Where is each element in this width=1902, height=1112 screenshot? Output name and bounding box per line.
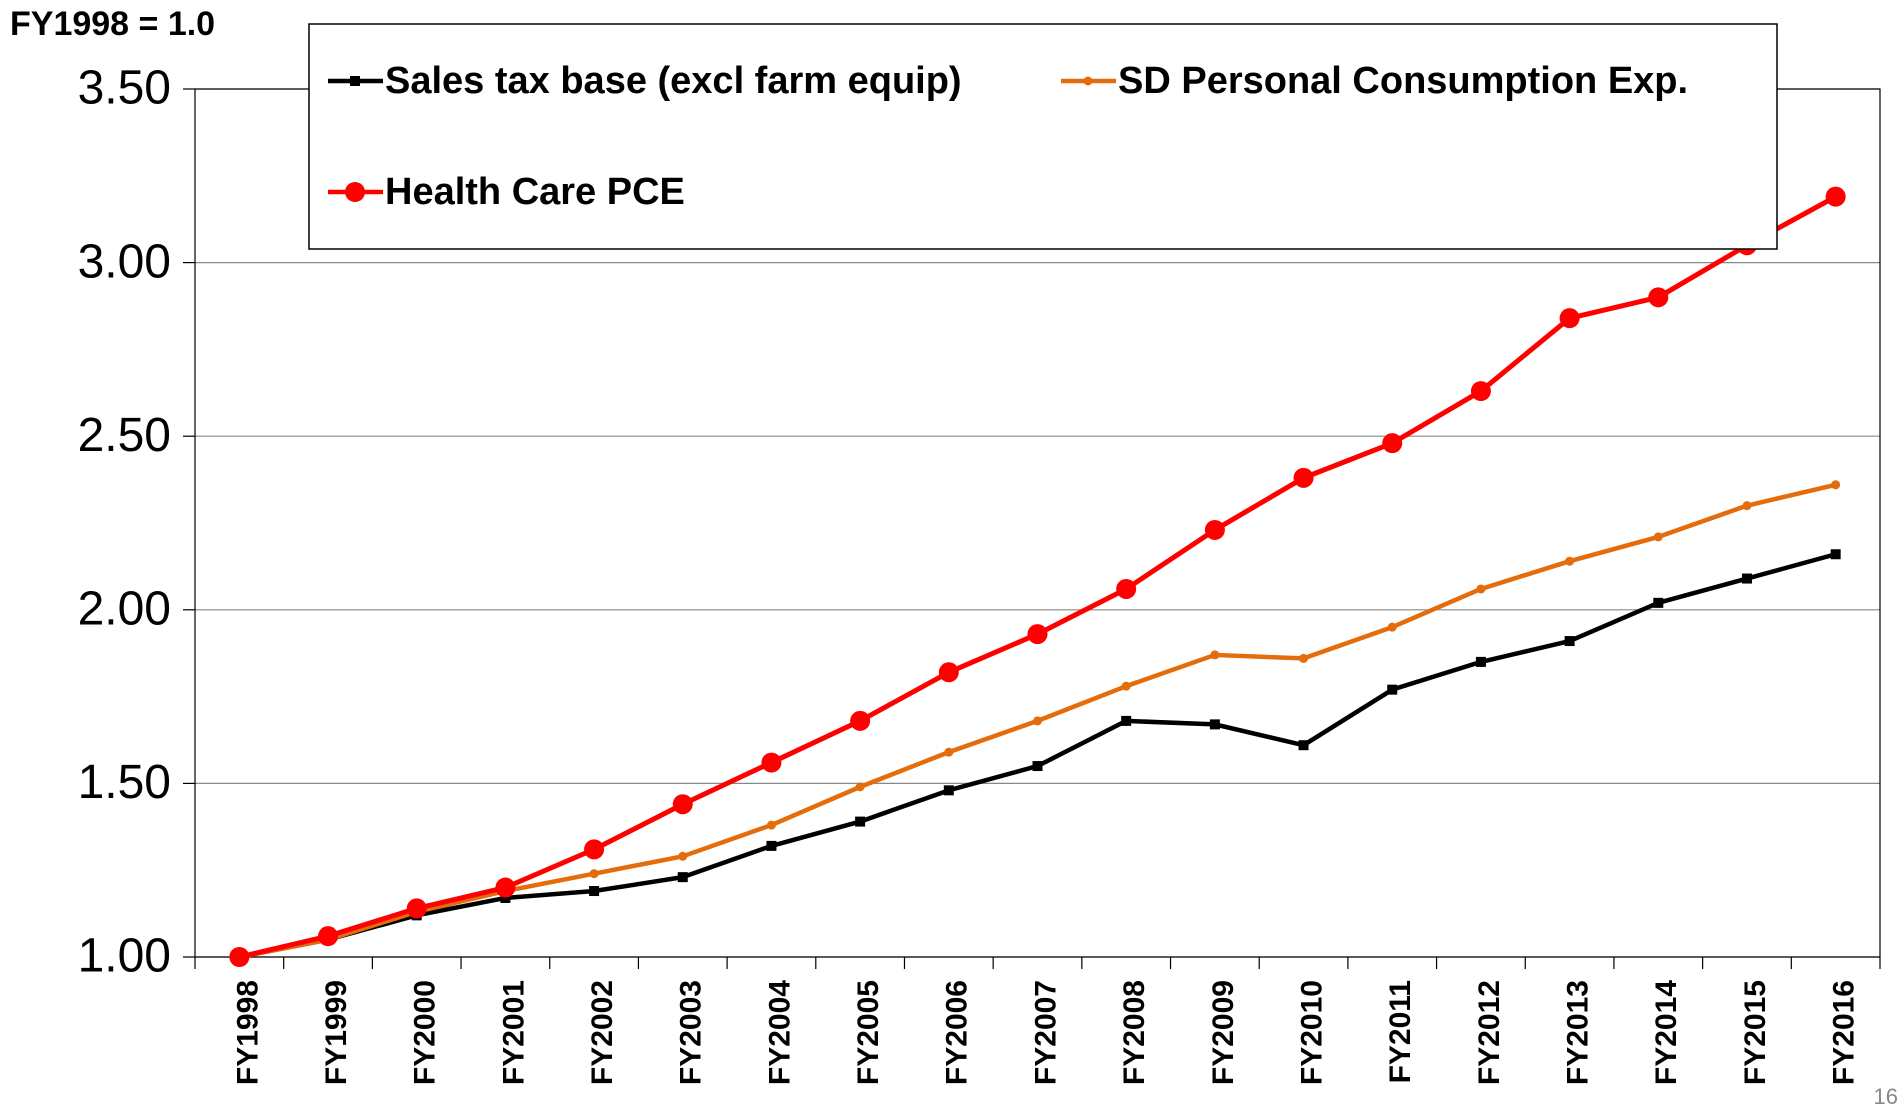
x-tick-label: FY2016 xyxy=(1828,980,1861,1085)
marker xyxy=(350,76,360,86)
marker xyxy=(1299,653,1309,663)
y-axis-label: FY1998 = 1.0 xyxy=(10,5,215,43)
x-tick-label: FY2002 xyxy=(586,980,619,1085)
x-tick-label: FY2001 xyxy=(497,980,530,1085)
x-tick-label: FY2004 xyxy=(763,980,796,1085)
marker xyxy=(584,839,605,860)
marker xyxy=(1382,433,1403,454)
legend-label: SD Personal Consumption Exp. xyxy=(1118,60,1688,102)
marker xyxy=(1831,480,1841,490)
series-line xyxy=(238,194,1837,960)
marker xyxy=(943,785,954,796)
marker xyxy=(1559,308,1580,329)
x-tick-label: FY1998 xyxy=(231,980,264,1085)
marker xyxy=(1742,501,1752,511)
page-number: 16 xyxy=(1874,1084,1898,1109)
marker xyxy=(1830,549,1841,560)
x-tick-label: FY2015 xyxy=(1739,980,1772,1085)
y-tick-label: 3.50 xyxy=(78,62,171,115)
legend-label: Sales tax base (excl farm equip) xyxy=(385,60,962,102)
marker xyxy=(345,182,365,202)
x-tick-label: FY2009 xyxy=(1207,980,1240,1085)
x-tick-label: FY2005 xyxy=(852,980,885,1085)
marker xyxy=(1476,584,1486,594)
legend-label: Health Care PCE xyxy=(385,171,685,213)
marker xyxy=(850,710,871,731)
marker xyxy=(1475,656,1486,667)
y-tick-label: 3.00 xyxy=(78,235,171,288)
marker xyxy=(1293,467,1314,488)
x-tick-label: FY2003 xyxy=(675,980,708,1085)
marker xyxy=(1741,573,1752,584)
marker xyxy=(1027,624,1048,645)
marker xyxy=(1653,597,1664,608)
marker xyxy=(495,877,516,898)
marker xyxy=(1210,650,1220,660)
marker xyxy=(229,947,250,967)
marker xyxy=(589,886,600,897)
marker xyxy=(672,794,693,815)
x-tick-label: FY2013 xyxy=(1562,980,1595,1085)
marker xyxy=(766,840,777,851)
x-tick-label: FY2014 xyxy=(1650,980,1683,1085)
marker xyxy=(1209,719,1220,730)
marker xyxy=(1083,76,1093,86)
marker xyxy=(1298,740,1309,751)
marker xyxy=(1033,716,1042,726)
marker xyxy=(1653,532,1663,542)
marker xyxy=(761,752,782,773)
marker xyxy=(678,851,688,861)
marker xyxy=(766,820,776,830)
x-tick-label: FY2011 xyxy=(1384,980,1417,1083)
marker xyxy=(1116,578,1137,599)
marker xyxy=(1204,519,1225,540)
marker xyxy=(1121,681,1131,691)
marker xyxy=(1825,186,1846,207)
marker xyxy=(318,926,339,947)
legend: Sales tax base (excl farm equip) SD Perso… xyxy=(308,23,1778,250)
marker xyxy=(855,816,866,827)
marker xyxy=(1387,684,1398,695)
x-tick-label: FY2012 xyxy=(1473,980,1506,1085)
marker xyxy=(589,869,599,879)
marker xyxy=(406,898,427,919)
marker xyxy=(1121,715,1132,726)
x-tick-label: FY2006 xyxy=(941,980,974,1085)
marker xyxy=(500,892,511,903)
marker xyxy=(855,782,865,792)
marker xyxy=(1564,636,1575,647)
x-tick-label: FY2000 xyxy=(409,980,442,1085)
y-tick-label: 1.00 xyxy=(78,930,171,983)
x-tick-label: FY2008 xyxy=(1118,980,1151,1085)
marker xyxy=(1470,381,1491,402)
marker xyxy=(677,872,688,883)
x-tick-label: FY2010 xyxy=(1295,980,1328,1085)
y-tick-label: 2.00 xyxy=(78,582,171,635)
y-tick-label: 1.50 xyxy=(78,756,171,809)
marker xyxy=(944,747,954,757)
legend-box xyxy=(308,23,1778,250)
marker xyxy=(1387,622,1397,632)
marker xyxy=(1032,761,1043,772)
marker xyxy=(938,662,959,683)
y-tick-label: 2.50 xyxy=(78,409,171,462)
x-tick-label: FY1999 xyxy=(320,980,353,1085)
x-tick-label: FY2007 xyxy=(1029,980,1062,1085)
marker xyxy=(1565,556,1575,566)
marker xyxy=(1648,287,1669,308)
